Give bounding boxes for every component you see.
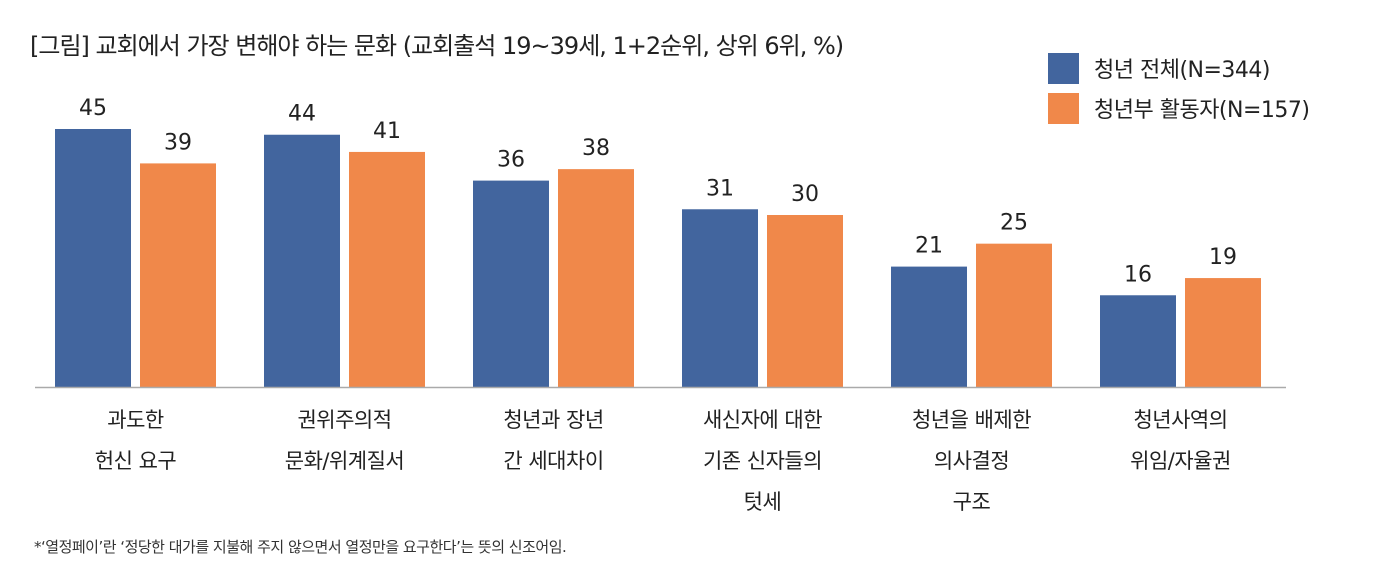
data-label: 45 <box>79 96 107 121</box>
category-label: 과도한 <box>107 408 164 432</box>
data-label: 41 <box>373 119 401 144</box>
category-label: 청년과 장년 <box>503 408 603 432</box>
bar-youth-group-1 <box>349 151 425 387</box>
bar-youth-group-4 <box>976 243 1052 387</box>
legend-label: 청년 전체(N=344) <box>1094 58 1271 83</box>
category-label: 텃세 <box>744 490 782 514</box>
data-label: 31 <box>706 176 734 201</box>
category-label: 청년을 배제한 <box>912 408 1031 432</box>
category-label: 새신자에 대한 <box>703 408 822 432</box>
bar-all-youth-2 <box>473 180 549 387</box>
bar-all-youth-3 <box>682 209 758 387</box>
footnote: *‘열정페이’란 ‘정당한 대가를 지불해 주지 않으면서 열정만을 요구한다’… <box>34 538 567 556</box>
legend-item-all-youth: 청년 전체(N=344) <box>1048 52 1271 84</box>
bar-youth-group-0 <box>140 163 216 387</box>
category-label: 간 세대차이 <box>503 449 603 473</box>
category-label: 위임/자율권 <box>1130 449 1231 473</box>
data-label: 38 <box>582 136 610 161</box>
bar-youth-group-5 <box>1185 278 1261 387</box>
chart-title: [그림] 교회에서 가장 변해야 하는 문화 (교회출석 19~39세, 1+2… <box>30 32 844 60</box>
data-label: 36 <box>497 148 525 173</box>
data-label: 30 <box>791 182 819 207</box>
bar-youth-group-2 <box>558 169 634 387</box>
data-label: 44 <box>288 102 316 127</box>
category-label: 의사결정 <box>934 449 1009 473</box>
data-label: 16 <box>1124 262 1152 287</box>
data-label: 25 <box>1000 211 1028 236</box>
data-label: 21 <box>915 234 943 259</box>
category-label: 기존 신자들의 <box>703 449 822 473</box>
category-label: 헌신 요구 <box>95 449 177 473</box>
data-label: 39 <box>164 130 192 155</box>
category-label: 구조 <box>953 490 991 514</box>
bar-all-youth-1 <box>264 134 340 387</box>
legend-label: 청년부 활동자(N=157) <box>1094 98 1310 123</box>
legend-item-youth-group-active: 청년부 활동자(N=157) <box>1048 92 1310 124</box>
category-label: 청년사역의 <box>1133 408 1227 432</box>
category-label: 권위주의적 <box>297 408 391 432</box>
bar-all-youth-0 <box>55 129 131 387</box>
data-label: 19 <box>1209 245 1237 270</box>
bar-all-youth-4 <box>891 266 967 387</box>
legend-swatch-blue <box>1048 52 1079 84</box>
legend-swatch-orange <box>1048 92 1079 124</box>
bar-youth-group-3 <box>767 215 843 387</box>
bar-all-youth-5 <box>1100 295 1176 387</box>
category-label: 문화/위계질서 <box>285 449 405 473</box>
